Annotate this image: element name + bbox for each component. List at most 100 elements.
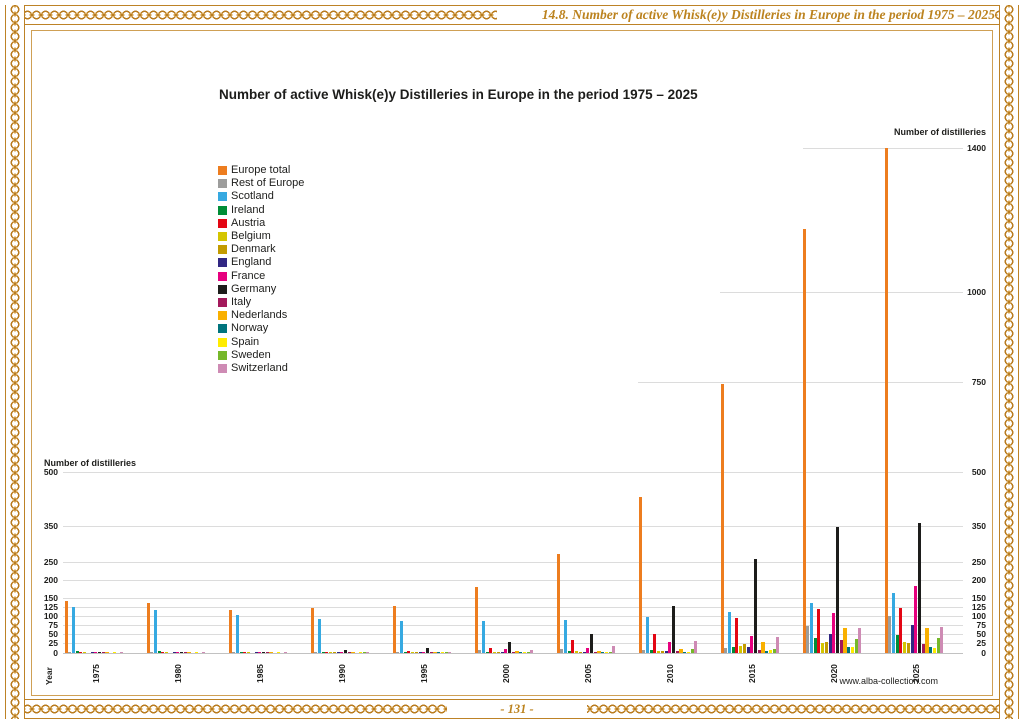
legend-swatch-europe-total (218, 166, 227, 176)
bar-scotland-2020 (809, 602, 814, 653)
bar-nederlands-2005 (597, 651, 601, 653)
bar-scotland-1975 (71, 607, 76, 653)
legend-label-england: England (231, 256, 272, 269)
bar-england-1980 (172, 652, 176, 653)
legend-item-ireland: Ireland (218, 204, 304, 217)
left-axis-tick-75: 75 (48, 620, 58, 631)
left-axis-tick-50: 50 (48, 629, 58, 640)
bar-europe-total-1985 (228, 609, 232, 653)
bar-france-2000 (504, 649, 508, 653)
legend-item-spain: Spain (218, 335, 304, 348)
bar-sweden-2025 (936, 637, 940, 653)
bar-austria-2010 (653, 633, 657, 653)
gridline-250 (63, 562, 963, 564)
bar-nederlands-2025 (925, 627, 929, 653)
right-axis-tick-500: 500 (971, 467, 986, 478)
x-axis-label-2015: 2015 (746, 664, 757, 683)
legend-label-norway: Norway (231, 322, 269, 335)
bar-france-2020 (832, 612, 836, 653)
legend-swatch-sweden (218, 350, 227, 360)
bar-italy-1975 (101, 652, 105, 653)
bar-nederlands-1975 (105, 652, 109, 653)
bar-austria-2005 (571, 640, 575, 653)
bar-belgium-1975 (83, 652, 87, 653)
legend-item-rest-of-europe: Rest of Europe (218, 177, 304, 190)
bar-austria-1985 (243, 652, 247, 653)
left-axis-tick-250: 250 (43, 557, 58, 568)
legend-label-france: France (231, 269, 266, 282)
bar-england-1995 (418, 652, 422, 653)
legend-item-switzerland: Switzerland (218, 362, 304, 375)
legend-swatch-italy (218, 297, 227, 307)
bar-europe-total-2010 (638, 497, 642, 653)
bar-spain-1995 (440, 652, 444, 653)
bar-france-1980 (176, 652, 180, 653)
bar-france-1995 (422, 651, 426, 653)
right-axis-tick-1400: 1400 (967, 142, 986, 153)
bar-spain-2010 (686, 651, 690, 653)
bar-norway-1995 (437, 652, 441, 653)
bar-italy-1985 (265, 652, 269, 653)
gridline-500 (63, 472, 963, 474)
header-strip: 14.8. Number of active Whisk(e)y Distill… (497, 6, 995, 24)
bar-spain-2020 (850, 647, 854, 653)
bar-denmark-2005 (578, 651, 582, 653)
bar-ireland-2015 (731, 646, 735, 653)
bar-italy-2020 (839, 640, 843, 653)
bar-norway-2025 (929, 646, 933, 653)
right-axis-tick-50: 50 (976, 629, 986, 640)
x-axis-label-2010: 2010 (664, 664, 675, 683)
bar-germany-2010 (671, 605, 676, 653)
bar-germany-1980 (179, 651, 184, 653)
bar-rest-of-europe-2015 (724, 647, 728, 653)
bar-spain-1990 (358, 652, 362, 653)
bar-europe-total-1980 (146, 602, 150, 653)
bar-sweden-2000 (526, 652, 530, 653)
legend-label-austria: Austria (231, 216, 266, 229)
bar-spain-2000 (522, 652, 526, 653)
bar-austria-1990 (325, 652, 329, 653)
gridline-25 (63, 643, 963, 645)
bar-ireland-2020 (813, 637, 817, 653)
bar-switzerland-2005 (612, 646, 616, 653)
left-axis-tick-100: 100 (43, 611, 58, 622)
bar-europe-total-2015 (720, 384, 724, 653)
bar-spain-1980 (194, 652, 198, 653)
x-axis-label-1985: 1985 (254, 664, 265, 683)
bar-ireland-2025 (895, 634, 899, 653)
bar-italy-2010 (675, 650, 679, 653)
legend-item-norway: Norway (218, 322, 304, 335)
bar-switzerland-1985 (284, 652, 288, 653)
left-axis-tick-125: 125 (43, 602, 58, 613)
bar-norway-2020 (847, 646, 851, 653)
bar-belgium-1980 (165, 652, 169, 653)
bar-ireland-1975 (75, 650, 79, 653)
bar-denmark-1990 (332, 652, 336, 653)
bar-sweden-2010 (690, 649, 694, 653)
bar-germany-1985 (261, 651, 266, 653)
right-axis-tick-200: 200 (971, 575, 986, 586)
legend-label-denmark: Denmark (231, 243, 276, 256)
legend-item-italy: Italy (218, 296, 304, 309)
bar-france-2025 (914, 585, 918, 653)
bar-sweden-1995 (444, 652, 448, 653)
bar-denmark-2015 (742, 643, 746, 653)
legend-label-switzerland: Switzerland (231, 361, 288, 374)
right-axis-tick-100: 100 (971, 611, 986, 622)
left-axis-tick-25: 25 (48, 638, 58, 649)
bar-sweden-2015 (772, 649, 776, 653)
bar-rest-of-europe-1990 (314, 652, 318, 653)
celtic-border-left (5, 5, 25, 719)
bar-england-1985 (254, 652, 258, 653)
right-axis-tick-750: 750 (971, 376, 986, 387)
bar-scotland-1990 (317, 618, 322, 653)
bar-scotland-1980 (153, 609, 158, 653)
bar-france-2005 (586, 647, 590, 653)
bar-rest-of-europe-1995 (396, 651, 400, 653)
bar-europe-total-1995 (392, 606, 396, 653)
bar-scotland-2000 (481, 621, 486, 653)
bar-austria-1995 (407, 650, 411, 653)
bar-ireland-2000 (485, 651, 489, 653)
legend-swatch-england (218, 258, 227, 268)
